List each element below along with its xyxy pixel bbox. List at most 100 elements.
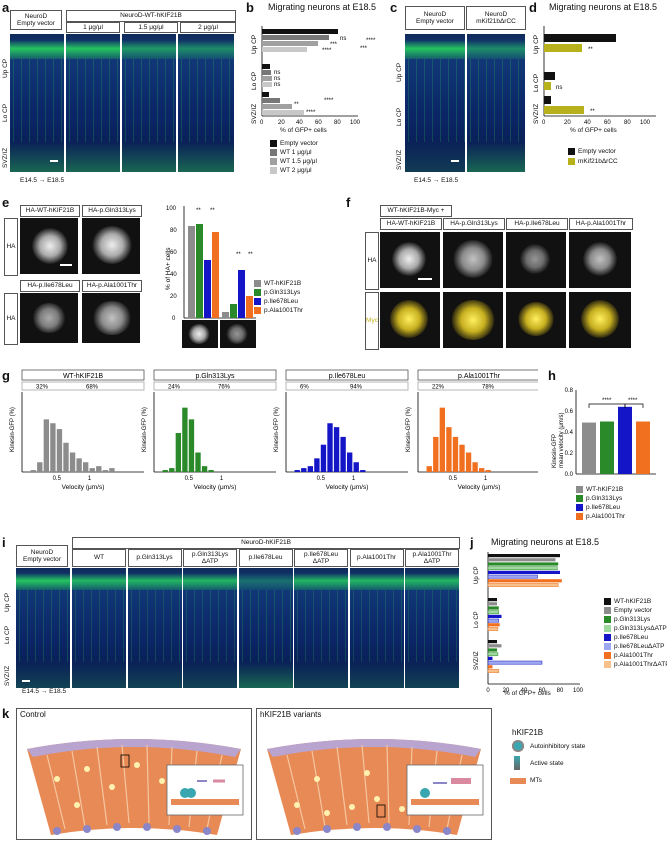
- svg-text:Lo CP: Lo CP: [533, 74, 540, 92]
- g-bar: [169, 468, 175, 472]
- g-xtick: 1: [220, 476, 224, 482]
- svg-text:% of HA+ cells: % of HA+ cells: [165, 247, 172, 290]
- panel-e-label: e: [2, 195, 10, 210]
- d-chart: Up CP Lo CP SVZ/IZ ** ns ** 0 20 40 60 80 100: [533, 26, 656, 126]
- b-chart: Up CP Lo CP SVZ/IZ ns******* ******* nsn…: [251, 26, 376, 126]
- j-xtick: 60: [539, 688, 546, 694]
- j-legend-6: p.Ala1001Thr: [604, 652, 653, 659]
- a-image-3: [122, 34, 176, 172]
- b-bar-lo-wt2: [262, 82, 272, 87]
- g-xtick: 1: [352, 476, 356, 482]
- h-legend-3: p.Ala1001Thr: [576, 513, 625, 520]
- g-bar: [433, 436, 439, 472]
- panel-c-label: c: [390, 0, 398, 15]
- g-xtick: 0.5: [53, 476, 62, 482]
- a-col-2: 1.5 μg/μl: [124, 22, 178, 33]
- svg-text:100: 100: [350, 120, 361, 126]
- svg-text:60: 60: [604, 120, 611, 126]
- g-bar: [50, 423, 56, 472]
- k-legend-title: hKIF21B: [512, 728, 544, 737]
- f-col-2: HA-p.Ile678Leu: [506, 218, 568, 230]
- svg-text:Up CP: Up CP: [533, 35, 540, 54]
- g-bar: [175, 433, 182, 472]
- g-bar: [208, 470, 214, 472]
- g-bar: [182, 407, 188, 472]
- j-bar-svz-5: [487, 660, 543, 665]
- j-bar-svz-6: [488, 665, 493, 669]
- j-bar-lo-1: [488, 602, 497, 606]
- j-xtick: 40: [521, 688, 528, 694]
- panel-b-label: b: [246, 0, 254, 15]
- g-xtick: 0.5: [449, 476, 458, 482]
- k-control-frame: [16, 708, 252, 840]
- b-bar-up-empty: [262, 29, 338, 34]
- g-split-left-1: 24%: [168, 385, 181, 391]
- b-legend-2: WT 1.5 μg/μl: [270, 158, 317, 165]
- e-legend-0: WT-hKIF21B: [254, 280, 301, 287]
- g-split-right-1: 76%: [218, 385, 231, 391]
- c-timeline: E14.5 → E18.5: [414, 177, 459, 184]
- j-bar-svz-7: [487, 669, 500, 673]
- g-split-left-0: 32%: [36, 385, 49, 391]
- svg-text:0: 0: [542, 120, 546, 126]
- j-title: Migrating neurons at E18.5: [490, 537, 600, 547]
- g-panel-header-3: [417, 369, 538, 381]
- g-panel-header-2: [285, 369, 409, 381]
- k-legend-mts: MTs: [530, 777, 542, 784]
- g-xlabel: Velocity (μm/s): [458, 484, 501, 491]
- f-row-ha: HA: [365, 232, 379, 290]
- j-xtick: 100: [573, 688, 584, 694]
- g-ylabel: Kinesin-GFP (%): [10, 407, 16, 452]
- j-bar-lo-7: [487, 627, 499, 631]
- d-legend-0: Empty vector: [568, 148, 616, 155]
- svg-text:80: 80: [334, 120, 341, 126]
- b-bar-lo-empty: [262, 64, 270, 69]
- h-ytick: 0.0: [565, 472, 574, 478]
- panel-k-label: k: [2, 706, 10, 721]
- b-bar-svz-empty: [262, 92, 269, 97]
- i-image-6: [405, 568, 459, 688]
- f-ha-1: [443, 232, 503, 288]
- g-bar: [465, 452, 472, 472]
- svg-text:20: 20: [278, 120, 285, 126]
- j-bar-lo-5: [487, 618, 500, 623]
- g-bar: [446, 427, 452, 472]
- panel-g-label: g: [2, 368, 10, 383]
- g-panel-name-2: p.Ile678Leu: [329, 373, 366, 380]
- g-bar: [327, 423, 333, 472]
- b-title: Migrating neurons at E18.5: [267, 2, 377, 12]
- a-col-3: 2 μg/μl: [180, 22, 236, 33]
- svg-text:****: ****: [322, 48, 332, 54]
- j-bar-lo-4: [488, 614, 502, 618]
- d-xlabel: % of GFP+ cells: [570, 127, 617, 134]
- svg-text:***: ***: [330, 42, 338, 48]
- f-row-myc: Myc: [365, 292, 379, 350]
- e-legend-1: p.Gln313Lys: [254, 289, 300, 296]
- svg-text:ns: ns: [340, 36, 346, 42]
- g-bar: [30, 470, 36, 472]
- i-image-5: [349, 568, 404, 688]
- i-col-header-2: p.Gln313Lys ΔATP: [183, 549, 237, 567]
- g-bar: [69, 452, 76, 472]
- j-legend-5: p.Ile678LeuΔATP: [604, 643, 664, 650]
- i-image-1: [127, 568, 182, 688]
- d-bar-up-empty: [544, 34, 616, 42]
- g-bar: [63, 442, 69, 472]
- svg-text:SVZ/IZ: SVZ/IZ: [533, 104, 540, 124]
- f-myc-2: [506, 292, 566, 348]
- e-cell-image-3: [82, 293, 140, 343]
- h-legend-1: p.Gln313Lys: [576, 495, 622, 502]
- j-bar-up-3: [487, 566, 558, 571]
- j-legend-2: p.Gln313Lys: [604, 616, 650, 623]
- h-ytick: 0.6: [565, 409, 574, 415]
- a-empty-vector-header: NeuroD Empty vector: [10, 10, 62, 30]
- g-bar: [360, 470, 366, 472]
- panel-f-label: f: [346, 195, 351, 210]
- g-bar: [162, 470, 168, 472]
- j-bar-lo-6: [488, 623, 500, 627]
- e-inset-1: [182, 320, 218, 348]
- svg-text:0: 0: [172, 316, 176, 322]
- g-xtick: 1: [88, 476, 92, 482]
- e-side-ha-2: HA: [4, 293, 18, 345]
- g-bar: [83, 462, 89, 472]
